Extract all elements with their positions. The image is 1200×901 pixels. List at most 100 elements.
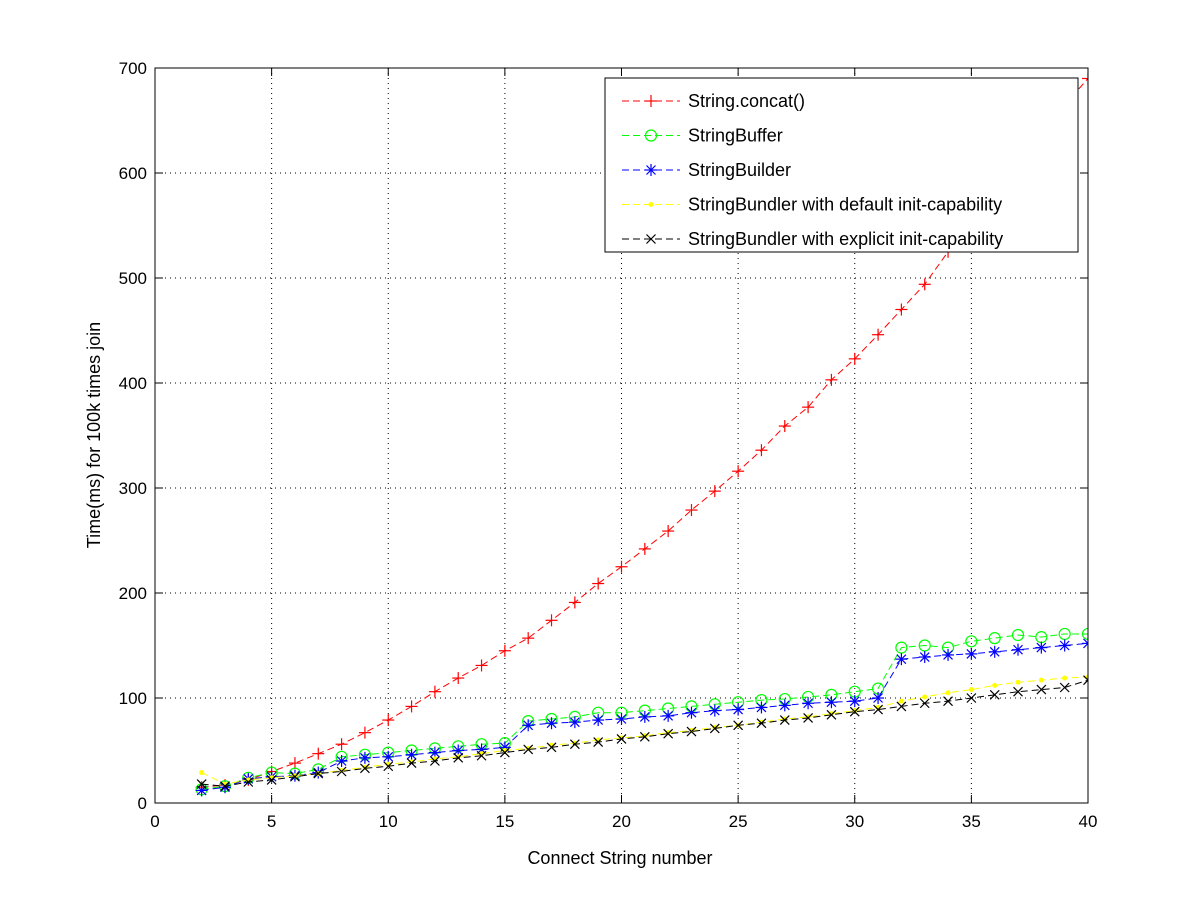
data-point — [358, 751, 371, 764]
data-point — [1012, 643, 1025, 656]
data-point — [406, 758, 417, 769]
data-point — [498, 644, 511, 657]
data-point — [195, 784, 208, 797]
data-point — [476, 750, 487, 761]
data-point — [592, 714, 605, 727]
data-point — [849, 706, 860, 717]
data-point — [732, 465, 745, 478]
data-point — [360, 763, 370, 774]
data-point — [779, 715, 790, 725]
data-point — [499, 747, 510, 758]
y-tick-label: 0 — [138, 794, 147, 813]
data-point — [965, 635, 978, 648]
y-tick-label: 400 — [119, 374, 147, 393]
data-point — [1036, 684, 1047, 695]
x-tick-label: 0 — [150, 812, 159, 831]
data-point — [686, 726, 697, 737]
data-point — [919, 698, 930, 709]
data-point — [988, 645, 1001, 658]
data-point — [546, 742, 557, 753]
data-point — [872, 692, 885, 704]
data-point — [918, 651, 931, 664]
x-axis-label: Connect String number — [527, 848, 712, 868]
data-point — [290, 771, 300, 782]
data-point — [1082, 637, 1088, 650]
legend-box — [604, 77, 1079, 253]
data-point — [895, 303, 908, 316]
legend-entry: String.concat() — [622, 91, 805, 111]
data-point — [522, 719, 535, 732]
data-point — [1015, 679, 1021, 685]
data-point — [196, 779, 207, 790]
data-point — [545, 614, 558, 627]
data-point — [825, 696, 838, 709]
x-tick-label: 30 — [845, 812, 864, 831]
data-point — [988, 632, 1001, 645]
data-point — [645, 95, 657, 107]
data-point — [405, 700, 418, 713]
data-point — [992, 682, 998, 688]
data-point — [709, 723, 720, 734]
grid — [155, 68, 1088, 803]
data-point — [688, 728, 694, 734]
data-point — [662, 525, 675, 538]
data-point — [405, 748, 418, 761]
data-point — [545, 717, 558, 730]
data-point — [803, 713, 814, 723]
legend-label: StringBuffer — [688, 126, 783, 146]
data-point — [313, 768, 324, 779]
y-tick-label: 300 — [119, 479, 147, 498]
legend-entry: StringBundler with default init-capabili… — [622, 195, 1002, 215]
data-point — [898, 698, 904, 704]
x-tick-label: 10 — [379, 812, 398, 831]
data-point — [452, 672, 465, 685]
y-tick-label: 200 — [119, 584, 147, 603]
data-point — [872, 328, 885, 341]
data-point — [852, 708, 858, 714]
data-point — [895, 653, 908, 666]
data-point — [1059, 682, 1070, 693]
data-point — [918, 278, 931, 291]
legend-entry: StringBundler with explicit init-capabil… — [622, 229, 1003, 249]
data-point — [638, 542, 651, 555]
data-point — [918, 639, 931, 652]
data-point — [943, 696, 953, 707]
data-point — [755, 444, 768, 457]
data-point — [243, 777, 254, 787]
data-point — [826, 709, 837, 720]
data-point — [428, 685, 441, 698]
data-point — [778, 699, 791, 712]
data-point — [382, 750, 395, 763]
data-point — [593, 737, 604, 748]
data-point — [756, 718, 767, 729]
data-point — [945, 690, 951, 696]
legend-label: StringBundler with default init-capabili… — [688, 195, 1002, 215]
data-point — [942, 648, 955, 661]
data-point — [848, 695, 861, 708]
x-tick-label: 35 — [962, 812, 981, 831]
data-point — [896, 701, 907, 712]
data-point — [335, 755, 348, 767]
data-point — [1035, 641, 1048, 654]
data-point — [1058, 639, 1071, 652]
data-point — [428, 746, 441, 759]
x-tick-label: 20 — [612, 812, 631, 831]
data-point — [644, 129, 658, 142]
data-point — [802, 401, 815, 414]
y-tick-label: 100 — [119, 689, 147, 708]
data-point — [648, 202, 654, 207]
series-x — [196, 675, 1088, 792]
data-point — [1083, 675, 1088, 686]
data-point — [220, 781, 230, 792]
data-point — [568, 716, 581, 729]
legend-entry: StringBuilder — [622, 160, 791, 180]
data-point — [663, 728, 674, 739]
data-point — [1038, 677, 1044, 683]
data-point — [312, 747, 325, 760]
legend-label: StringBundler with explicit init-capabil… — [688, 229, 1003, 249]
legend-label: String.concat() — [688, 91, 805, 111]
data-point — [569, 739, 580, 750]
data-point — [966, 693, 977, 703]
y-tick-label: 700 — [119, 59, 147, 78]
data-point — [708, 704, 721, 717]
